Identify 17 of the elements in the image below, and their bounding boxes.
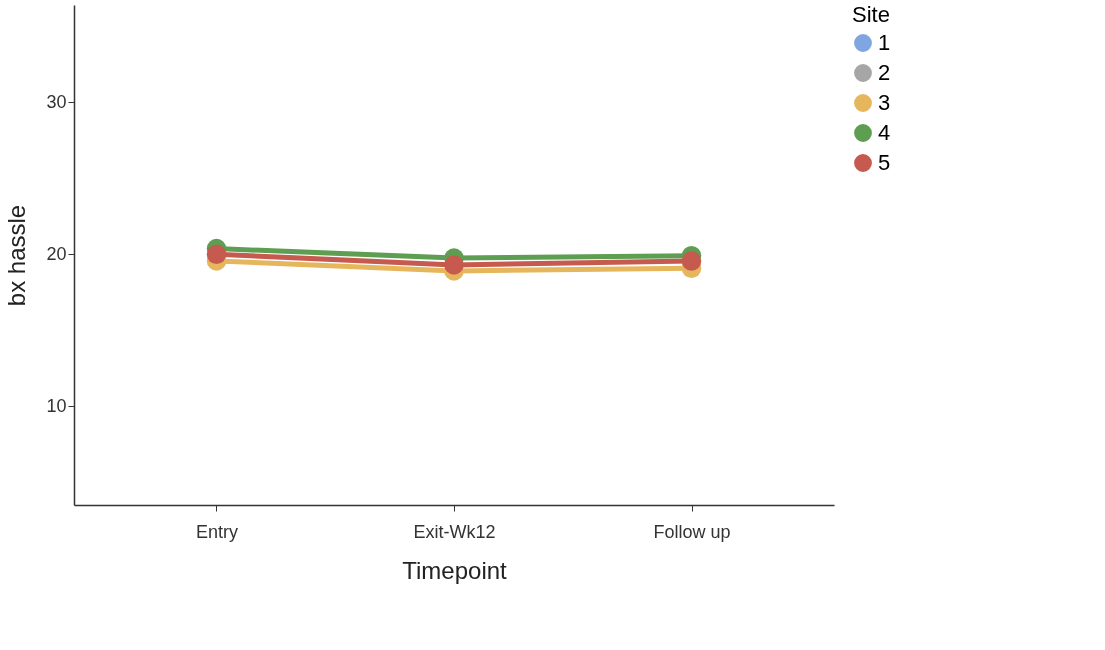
x-axis-title: Timepoint (402, 556, 508, 584)
legend-label: 4 (878, 120, 891, 145)
x-tick-label: Entry (195, 521, 239, 542)
point (444, 255, 464, 275)
legend-label: 2 (878, 60, 891, 85)
y-axis-title: bx hassle (3, 204, 31, 307)
legend-title: Site (852, 2, 890, 27)
x-tick-label: Exit-Wk12 (413, 521, 496, 542)
legend-label: 5 (878, 150, 891, 175)
x-tick-label: Follow up (653, 521, 731, 542)
point (206, 244, 227, 264)
legend-label: 1 (878, 30, 891, 55)
y-tick-label: 30 (46, 91, 67, 112)
point (681, 251, 702, 271)
y-tick-label: 10 (46, 395, 67, 416)
legend-label: 3 (878, 90, 891, 115)
y-tick-label: 20 (46, 243, 67, 264)
